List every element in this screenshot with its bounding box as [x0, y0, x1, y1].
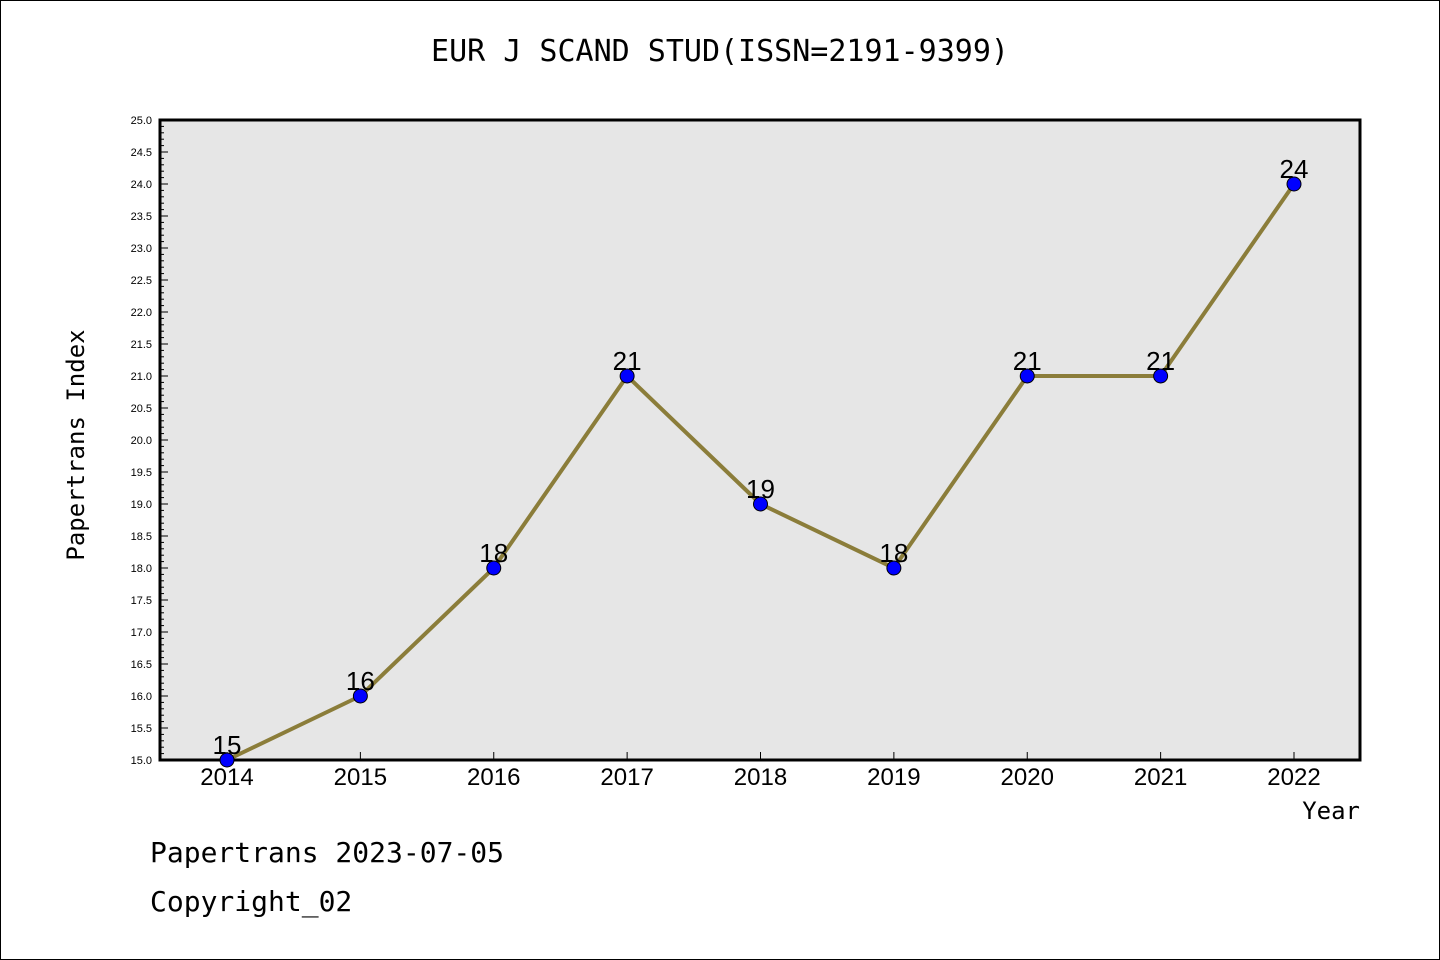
y-axis: 15.0 15.5 16.0 16.5 17.0 17.5 18.0 18.5 19.0 19.5… [131, 115, 168, 767]
y-tick-label: 25.0 [131, 115, 152, 127]
x-tick-label: 2022 [1267, 764, 1320, 791]
y-tick-label: 22.5 [131, 275, 152, 287]
data-point [1019, 368, 1035, 384]
data-point [486, 560, 502, 576]
y-tick-label: 15.5 [131, 723, 152, 735]
footer-date: Papertrans 2023-07-05 [150, 836, 505, 869]
y-tick-label: 24.0 [131, 179, 152, 191]
data-label: 24 [1280, 154, 1309, 184]
y-tick-label: 17.0 [131, 627, 152, 639]
data-label: 16 [346, 666, 375, 696]
x-tick-label: 2020 [1001, 764, 1054, 791]
y-tick-label: 23.5 [131, 211, 152, 223]
x-tick-label: 2018 [734, 764, 787, 791]
chart-title: EUR J SCAND STUD(ISSN=2191-9399) [431, 34, 1009, 69]
x-tick-label: 2017 [600, 764, 653, 791]
y-tick-label: 22.0 [131, 307, 152, 319]
y-tick-label: 21.5 [131, 339, 152, 351]
data-point [219, 752, 235, 768]
x-axis: 2014 2015 2016 2017 2018 2019 2020 2021 2022 [200, 752, 1321, 791]
data-point [886, 560, 902, 576]
x-axis-label: Year [1302, 797, 1360, 825]
y-tick-label: 17.5 [131, 595, 152, 607]
x-tick-label: 2019 [867, 764, 920, 791]
y-tick-label: 21.0 [131, 371, 152, 383]
data-point [1153, 368, 1169, 384]
data-label: 15 [213, 730, 242, 760]
y-tick-label: 16.5 [131, 659, 152, 671]
x-tick-label: 2021 [1134, 764, 1187, 791]
data-point [1286, 176, 1302, 192]
data-point [753, 496, 768, 512]
y-tick-label: 18.5 [131, 531, 152, 543]
footer-copyright: Copyright_02 [150, 885, 353, 918]
y-tick-label: 19.5 [131, 467, 152, 479]
data-label: 18 [479, 538, 508, 568]
data-point [619, 368, 635, 384]
y-tick-label: 20.5 [131, 403, 152, 415]
data-label: 19 [746, 474, 775, 504]
data-label: 21 [613, 346, 642, 376]
y-tick-label: 16.0 [131, 691, 152, 703]
y-tick-label: 24.5 [131, 147, 152, 159]
x-tick-label: 2016 [467, 764, 520, 791]
y-tick-label: 23.0 [131, 243, 152, 255]
x-tick-label: 2014 [200, 764, 253, 791]
data-label: 18 [879, 538, 908, 568]
y-tick-label: 18.0 [131, 563, 152, 575]
x-tick-label: 2015 [334, 764, 387, 791]
series-layer: 15 16 18 21 19 18 21 21 24 [213, 154, 1309, 768]
plot-area [158, 118, 1362, 762]
data-label: 21 [1013, 346, 1042, 376]
y-tick-label: 20.0 [131, 435, 152, 447]
y-tick-label: 19.0 [131, 499, 152, 511]
y-tick-label: 15.0 [131, 755, 152, 767]
y-axis-label: Papertrans Index [62, 329, 90, 560]
data-label: 21 [1146, 346, 1175, 376]
data-point [352, 688, 368, 704]
